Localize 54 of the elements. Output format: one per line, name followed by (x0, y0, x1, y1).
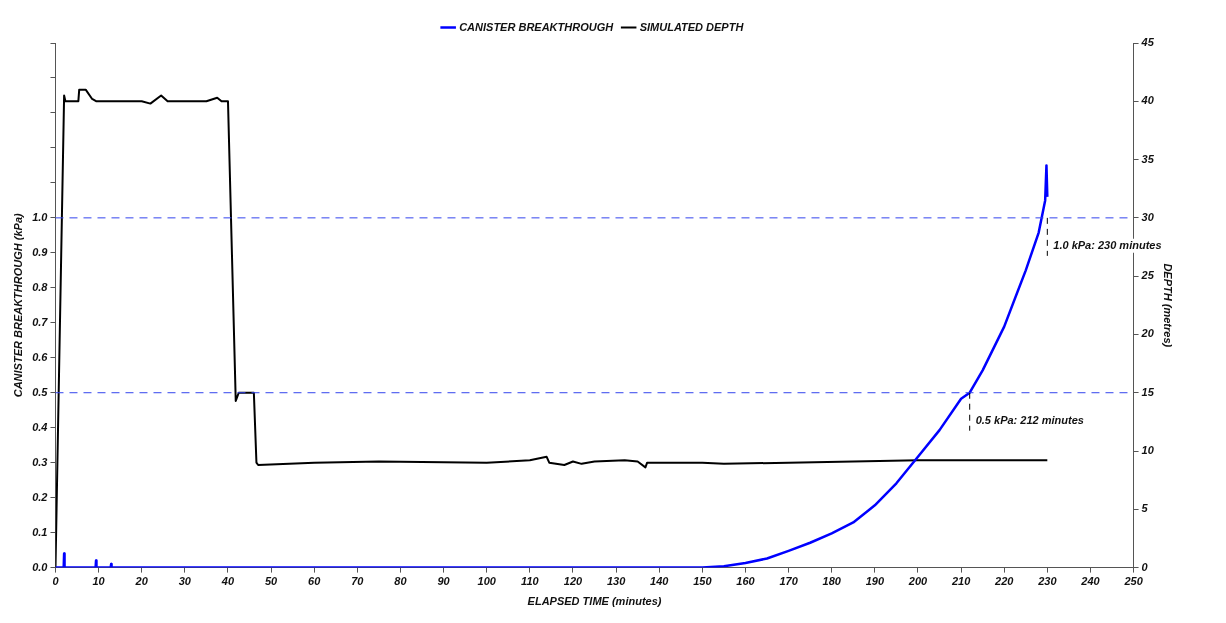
y2-tick-label: 30 (1141, 210, 1155, 223)
y2-tick-label: 0 (1141, 560, 1149, 573)
x-tick-label: 230 (1037, 575, 1058, 588)
annotation: 1.0 kPa: 230 minutes (1053, 238, 1162, 251)
x-tick-label: 40 (220, 575, 235, 588)
x-tick-label: 120 (563, 575, 584, 588)
y-tick-label: 0.2 (32, 490, 48, 503)
x-tick-label: 140 (650, 575, 670, 588)
y-tick-label: 0.9 (32, 245, 49, 258)
y-tick-label: 0.1 (32, 525, 48, 538)
y2-tick-label: 35 (1141, 152, 1155, 165)
x-tick-label: 130 (606, 575, 627, 588)
x-tick-label: 190 (865, 575, 885, 588)
legend-label: SIMULATED DEPTH (639, 20, 745, 33)
annotation: 0.5 kPa: 212 minutes (975, 413, 1084, 426)
x-tick-label: 90 (437, 575, 451, 588)
y-tick-label: 1.0 (32, 210, 49, 223)
y2-tick-label: 45 (1140, 36, 1155, 49)
y-tick-label: 0.8 (32, 280, 49, 293)
x-tick-label: 70 (351, 575, 365, 588)
y-tick-label: 0.5 (32, 385, 49, 398)
x-tick-label: 110 (521, 575, 540, 588)
y-axis-title: CANISTER BREAKTHROUGH (kPa) (11, 212, 24, 398)
y-tick-label: 0.6 (32, 350, 49, 363)
y2-tick-label: 15 (1141, 385, 1155, 398)
x-tick-label: 80 (394, 575, 408, 588)
y-tick-label: 0.7 (32, 315, 49, 328)
x-tick-label: 60 (308, 575, 322, 588)
x-tick-label: 20 (134, 575, 149, 588)
y2-axis-title: DEPTH (metres) (1162, 263, 1175, 348)
x-axis-title: ELAPSED TIME (minutes) (527, 595, 662, 608)
x-tick-label: 150 (693, 575, 713, 588)
x-tick-label: 10 (92, 575, 106, 588)
x-tick-label: 50 (264, 575, 279, 588)
x-tick-label: 210 (950, 575, 972, 588)
x-tick-label: 250 (1123, 575, 1144, 588)
y2-tick-label: 40 (1140, 94, 1155, 107)
y2-tick-label: 5 (1141, 502, 1149, 515)
x-tick-label: 0 (52, 575, 60, 588)
y2-tick-label: 20 (1140, 327, 1155, 340)
y2-tick-label: 25 (1140, 269, 1155, 282)
x-tick-label: 180 (822, 575, 842, 588)
y-tick-label: 0.4 (32, 420, 48, 433)
x-tick-label: 170 (779, 575, 799, 588)
y2-tick-label: 10 (1141, 444, 1155, 457)
x-tick-label: 220 (994, 575, 1015, 588)
x-tick-label: 240 (1080, 575, 1101, 588)
legend-label: CANISTER BREAKTHROUGH (459, 20, 615, 33)
y-tick-label: 0.3 (32, 455, 48, 468)
y-tick-label: 0.0 (32, 560, 49, 573)
x-tick-label: 160 (736, 575, 756, 588)
x-tick-label: 200 (907, 575, 929, 588)
x-tick-label: 100 (477, 575, 497, 588)
x-tick-label: 30 (178, 575, 192, 588)
